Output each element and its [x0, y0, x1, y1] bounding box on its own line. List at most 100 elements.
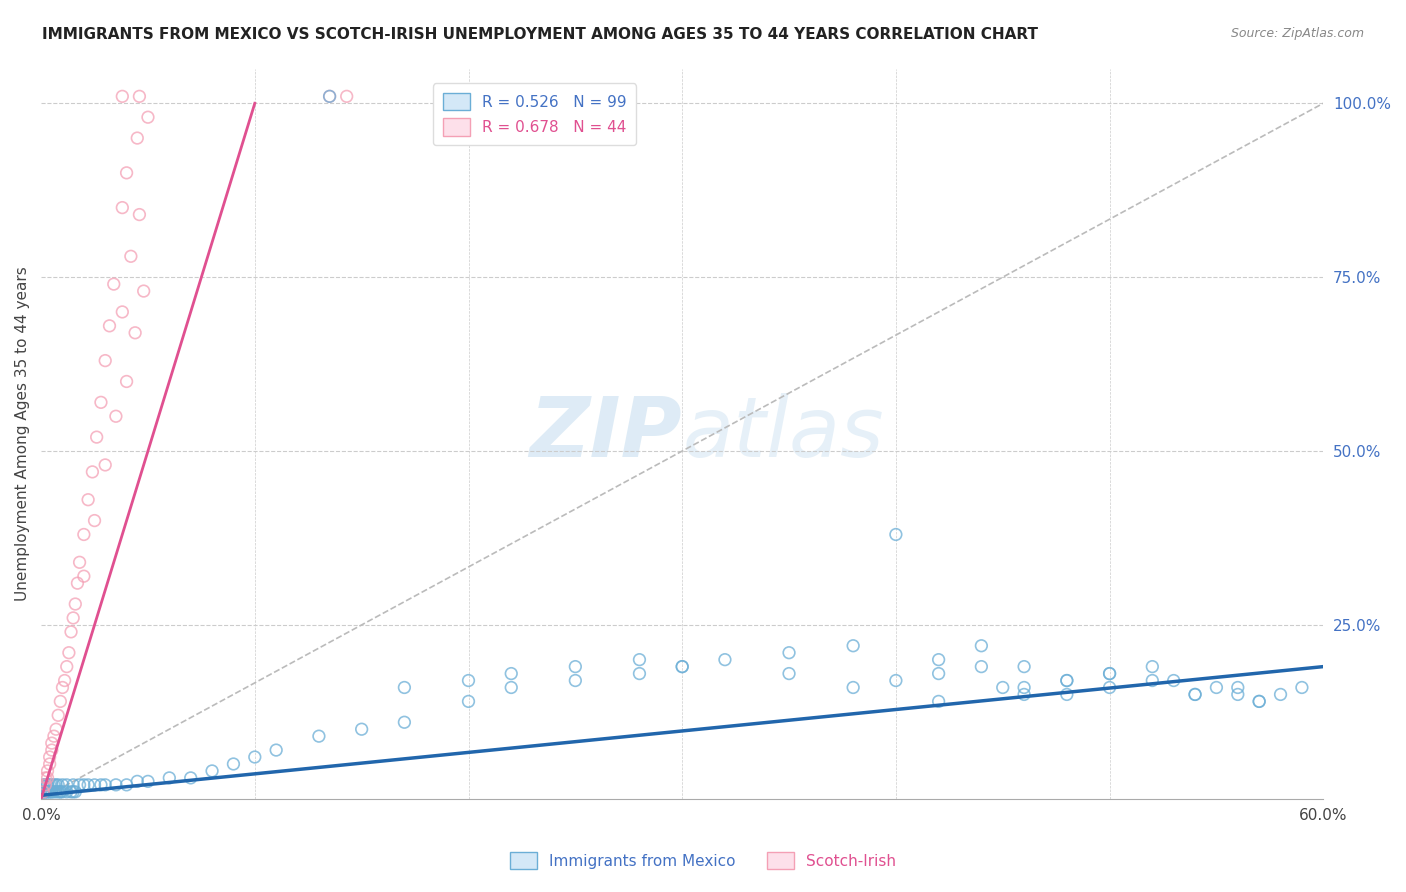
- Point: [42, 729, 65, 743]
- Point: [65, 785, 87, 799]
- Point: [132, 284, 155, 298]
- Point: [60, 624, 83, 639]
- Point: [115, 778, 138, 792]
- Point: [86, 430, 108, 444]
- Point: [842, 639, 865, 653]
- Point: [73, 569, 96, 583]
- Text: ZIP: ZIP: [530, 393, 682, 475]
- Point: [564, 673, 586, 688]
- Point: [308, 729, 330, 743]
- Point: [83, 514, 105, 528]
- Point: [94, 778, 117, 792]
- Point: [34, 785, 56, 799]
- Y-axis label: Unemployment Among Ages 35 to 44 years: Unemployment Among Ages 35 to 44 years: [15, 267, 30, 601]
- Point: [94, 353, 117, 368]
- Point: [62, 611, 84, 625]
- Point: [127, 774, 149, 789]
- Text: IMMIGRANTS FROM MEXICO VS SCOTCH-IRISH UNEMPLOYMENT AMONG AGES 35 TO 44 YEARS CO: IMMIGRANTS FROM MEXICO VS SCOTCH-IRISH U…: [42, 27, 1038, 42]
- Point: [60, 785, 83, 799]
- Point: [41, 743, 63, 757]
- Point: [884, 527, 907, 541]
- Point: [394, 681, 416, 695]
- Point: [55, 785, 77, 799]
- Point: [1142, 659, 1164, 673]
- Point: [53, 673, 76, 688]
- Point: [45, 723, 67, 737]
- Point: [51, 778, 73, 792]
- Point: [37, 764, 59, 778]
- Point: [1184, 688, 1206, 702]
- Point: [928, 694, 950, 708]
- Point: [66, 576, 89, 591]
- Point: [1142, 673, 1164, 688]
- Point: [49, 694, 72, 708]
- Point: [77, 492, 100, 507]
- Point: [564, 659, 586, 673]
- Point: [157, 771, 180, 785]
- Point: [37, 778, 59, 792]
- Point: [51, 681, 73, 695]
- Point: [41, 736, 63, 750]
- Point: [42, 785, 65, 799]
- Point: [1226, 688, 1249, 702]
- Point: [243, 750, 266, 764]
- Point: [55, 659, 77, 673]
- Point: [34, 771, 56, 785]
- Point: [37, 785, 59, 799]
- Point: [62, 785, 84, 799]
- Point: [671, 659, 693, 673]
- Point: [1249, 694, 1271, 708]
- Point: [1226, 681, 1249, 695]
- Point: [970, 659, 993, 673]
- Point: [34, 778, 56, 792]
- Point: [90, 395, 112, 409]
- Point: [34, 778, 56, 792]
- Point: [180, 771, 202, 785]
- Point: [970, 639, 993, 653]
- Point: [45, 785, 67, 799]
- Point: [37, 771, 59, 785]
- Point: [82, 465, 104, 479]
- Point: [128, 208, 150, 222]
- Point: [501, 666, 523, 681]
- Point: [69, 555, 91, 569]
- Point: [1012, 681, 1035, 695]
- Point: [115, 375, 138, 389]
- Point: [457, 673, 479, 688]
- Point: [1249, 694, 1271, 708]
- Point: [38, 750, 60, 764]
- Point: [32, 785, 55, 799]
- Point: [32, 785, 55, 799]
- Point: [222, 756, 245, 771]
- Point: [111, 305, 134, 319]
- Point: [264, 743, 287, 757]
- Point: [49, 785, 72, 799]
- Point: [336, 89, 359, 103]
- Point: [1205, 681, 1227, 695]
- Point: [124, 326, 146, 340]
- Point: [46, 708, 69, 723]
- Point: [41, 785, 63, 799]
- Point: [32, 785, 55, 799]
- Point: [128, 89, 150, 103]
- Point: [38, 756, 60, 771]
- Point: [46, 785, 69, 799]
- Point: [32, 785, 55, 799]
- Point: [1291, 681, 1313, 695]
- Text: Source: ZipAtlas.com: Source: ZipAtlas.com: [1230, 27, 1364, 40]
- Point: [104, 409, 127, 424]
- Point: [69, 778, 91, 792]
- Point: [120, 249, 142, 263]
- Point: [318, 89, 340, 103]
- Point: [98, 318, 121, 333]
- Point: [55, 778, 77, 792]
- Point: [37, 778, 59, 792]
- Point: [628, 666, 651, 681]
- Text: atlas: atlas: [682, 393, 884, 475]
- Point: [34, 778, 56, 792]
- Legend: Immigrants from Mexico, Scotch-Irish: Immigrants from Mexico, Scotch-Irish: [503, 846, 903, 875]
- Point: [34, 785, 56, 799]
- Point: [1184, 688, 1206, 702]
- Point: [628, 653, 651, 667]
- Point: [501, 681, 523, 695]
